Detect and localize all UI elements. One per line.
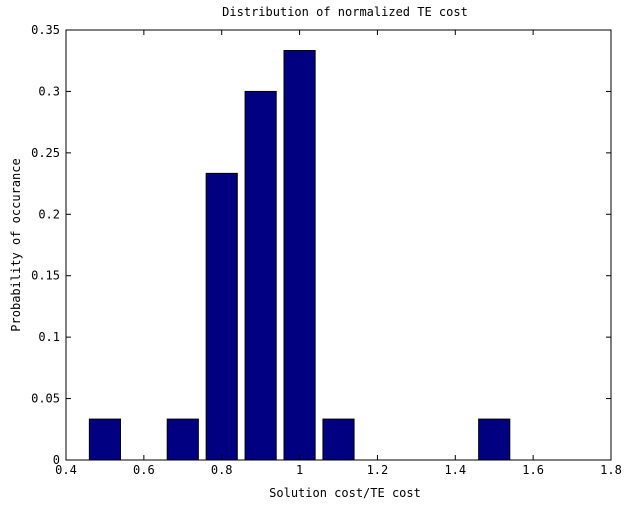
y-tick-label: 0.05	[31, 392, 60, 406]
bar	[478, 418, 511, 461]
chart-title: Distribution of normalized TE cost	[222, 5, 468, 19]
x-axis-label: Solution cost/TE cost	[269, 486, 421, 500]
y-tick-label: 0.3	[38, 84, 60, 98]
y-tick-label: 0.2	[38, 207, 60, 221]
plot-area-frame	[65, 29, 612, 461]
bar	[166, 418, 199, 461]
x-tick-label: 1	[296, 463, 303, 477]
x-tick-label: 1.8	[600, 463, 622, 477]
bars-group	[88, 50, 511, 461]
y-tick-label: 0.25	[31, 146, 60, 160]
bar	[283, 50, 316, 461]
ticks-group: 0.4 0.6 0.8 1 1.2 1.4 1.6 1.8 0 0.05 0.1 0.15 0.2 0.2…	[31, 23, 622, 477]
x-tick-label: 0.4	[55, 463, 77, 477]
x-tick-label: 0.6	[133, 463, 155, 477]
x-tick-label: 1.2	[367, 463, 389, 477]
y-tick-label: 0	[53, 453, 60, 467]
y-tick-label: 0.15	[31, 269, 60, 283]
bar	[88, 418, 121, 461]
x-tick-label: 1.6	[522, 463, 544, 477]
bar	[322, 418, 355, 461]
bar	[205, 172, 238, 461]
y-tick-label: 0.1	[38, 330, 60, 344]
y-tick-label: 0.35	[31, 23, 60, 37]
y-axis-label: Probability of occurance	[9, 158, 23, 331]
x-tick-label: 0.8	[211, 463, 233, 477]
x-tick-label: 1.4	[444, 463, 466, 477]
bar	[244, 90, 277, 461]
